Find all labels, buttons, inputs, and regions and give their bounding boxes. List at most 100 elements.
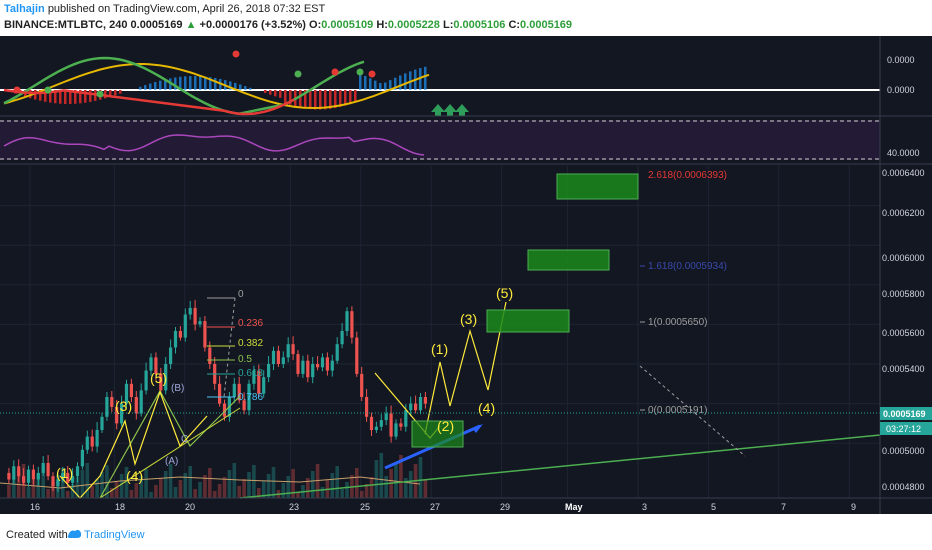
chart-area[interactable]: 0 0.236 0.382 0.5 0.618 0.786 2.618(0.00… (0, 36, 932, 514)
fib-ext-trend (639, 365, 746, 457)
low-label: L: (442, 19, 454, 31)
macd-bar (79, 90, 82, 104)
volume-bar (159, 478, 163, 498)
time-tick: 25 (360, 502, 370, 512)
volume-bar (212, 491, 217, 498)
candle-body (71, 476, 75, 483)
last-price: 0.0005169 (130, 19, 183, 31)
arrow-head-icon (472, 424, 483, 433)
price-tick: 0.0005000 (882, 446, 925, 456)
volume-bar (408, 471, 413, 498)
target-box-1[interactable] (486, 309, 570, 333)
macd-bar (34, 90, 37, 100)
macd-bar (174, 77, 177, 90)
rsi-axis-label: 40.0000 (887, 148, 920, 158)
price-tick: 0.0006200 (882, 208, 925, 218)
projection-label: (4) (478, 400, 495, 416)
macd-bar (354, 90, 357, 103)
cross-dot (44, 86, 52, 94)
price-pane[interactable]: 0 0.236 0.382 0.5 0.618 0.786 2.618(0.00… (0, 166, 881, 499)
price-tick: 0.0005800 (882, 289, 925, 299)
macd-bar (249, 87, 252, 90)
macd-bar (304, 90, 307, 109)
macd-bar (364, 75, 367, 90)
macd-pane[interactable] (0, 38, 880, 116)
volume-bar (384, 476, 388, 498)
volume-bar (100, 472, 104, 498)
volume-bar (173, 487, 178, 498)
candle-body (350, 311, 354, 338)
publish-info: published on TradingView.com, April 26, … (47, 3, 326, 15)
macd-bar (264, 90, 267, 94)
candle-body (41, 463, 45, 473)
candle-body (120, 403, 124, 424)
cross-dot (331, 68, 339, 76)
up-arrow-icon (455, 104, 469, 116)
macd-bar (199, 76, 202, 90)
volume-bar (399, 455, 403, 498)
rsi-pane[interactable] (0, 120, 880, 160)
buy-arrows (431, 104, 469, 116)
macd-bar (204, 76, 207, 90)
volume-bar (252, 465, 256, 498)
macd-main-line (3, 56, 365, 115)
chart-canvas[interactable]: 0 0.236 0.382 0.5 0.618 0.786 2.618(0.00… (0, 36, 932, 514)
symbol-name[interactable]: BINANCE:MTLBTC, 240 (4, 19, 128, 31)
volume-bar (208, 468, 212, 498)
volume-bar (110, 488, 114, 498)
volume-bar (306, 478, 310, 498)
volume-bar (257, 488, 261, 498)
up-arrow-icon (431, 104, 445, 116)
candle-body (22, 476, 26, 483)
volume-bar (90, 486, 94, 498)
author-link[interactable]: Talhajin (4, 3, 45, 15)
macd-bar (399, 75, 402, 90)
historic-wave (59, 390, 208, 499)
candle-body (7, 472, 11, 480)
volume-bar (266, 474, 271, 498)
macd-bar (269, 90, 272, 95)
projection-label: (1) (431, 341, 448, 357)
macd-bar (369, 78, 372, 90)
macd-bar (184, 76, 187, 90)
footer: Created with TradingView (0, 520, 932, 550)
volume-bar (41, 466, 45, 498)
target-box-3[interactable] (556, 173, 639, 200)
candle-body (80, 449, 84, 467)
time-axis[interactable]: 16 18 20 23 25 27 29 May 3 5 7 9 (0, 497, 932, 512)
candle-body (399, 423, 403, 427)
candle-body (291, 344, 295, 355)
candle-body (193, 307, 197, 325)
price-tick: 0.0005600 (882, 328, 925, 338)
candle-body (173, 331, 178, 348)
volume-bar (359, 491, 364, 498)
rsi-line (3, 134, 425, 156)
candle-body (325, 357, 329, 371)
macd-bar (359, 73, 362, 90)
candle-body (276, 350, 280, 364)
time-tick: 29 (500, 502, 510, 512)
macd-bar (349, 90, 352, 105)
price-axis[interactable]: 0.0000 0.0000 40.0000 0.0006400 0.000620… (879, 36, 932, 514)
volume-bar (46, 489, 50, 498)
candle-body (345, 311, 349, 331)
entry-box[interactable] (411, 420, 464, 448)
volume-bar (423, 480, 428, 498)
macd-bar (329, 90, 332, 109)
tradingview-brand[interactable]: TradingView (84, 529, 145, 541)
volume-bar (134, 483, 139, 498)
macd-bar (309, 90, 312, 110)
macd-bar (154, 81, 157, 90)
volume-bar (271, 467, 276, 498)
created-with-text: Created with (6, 529, 68, 541)
candle-body (17, 466, 21, 477)
symbol-line: BINANCE:MTLBTC, 240 0.0005169 ▲ +0.00001… (4, 19, 572, 31)
volume-bar (227, 470, 232, 498)
candle-body (154, 357, 158, 374)
macd-signal-line (3, 63, 430, 110)
current-price-badge (880, 407, 932, 420)
price-tick: 0.0005400 (882, 364, 925, 374)
volume-bar (12, 478, 16, 498)
target-box-2[interactable] (527, 249, 610, 271)
volume-bar (345, 482, 349, 498)
